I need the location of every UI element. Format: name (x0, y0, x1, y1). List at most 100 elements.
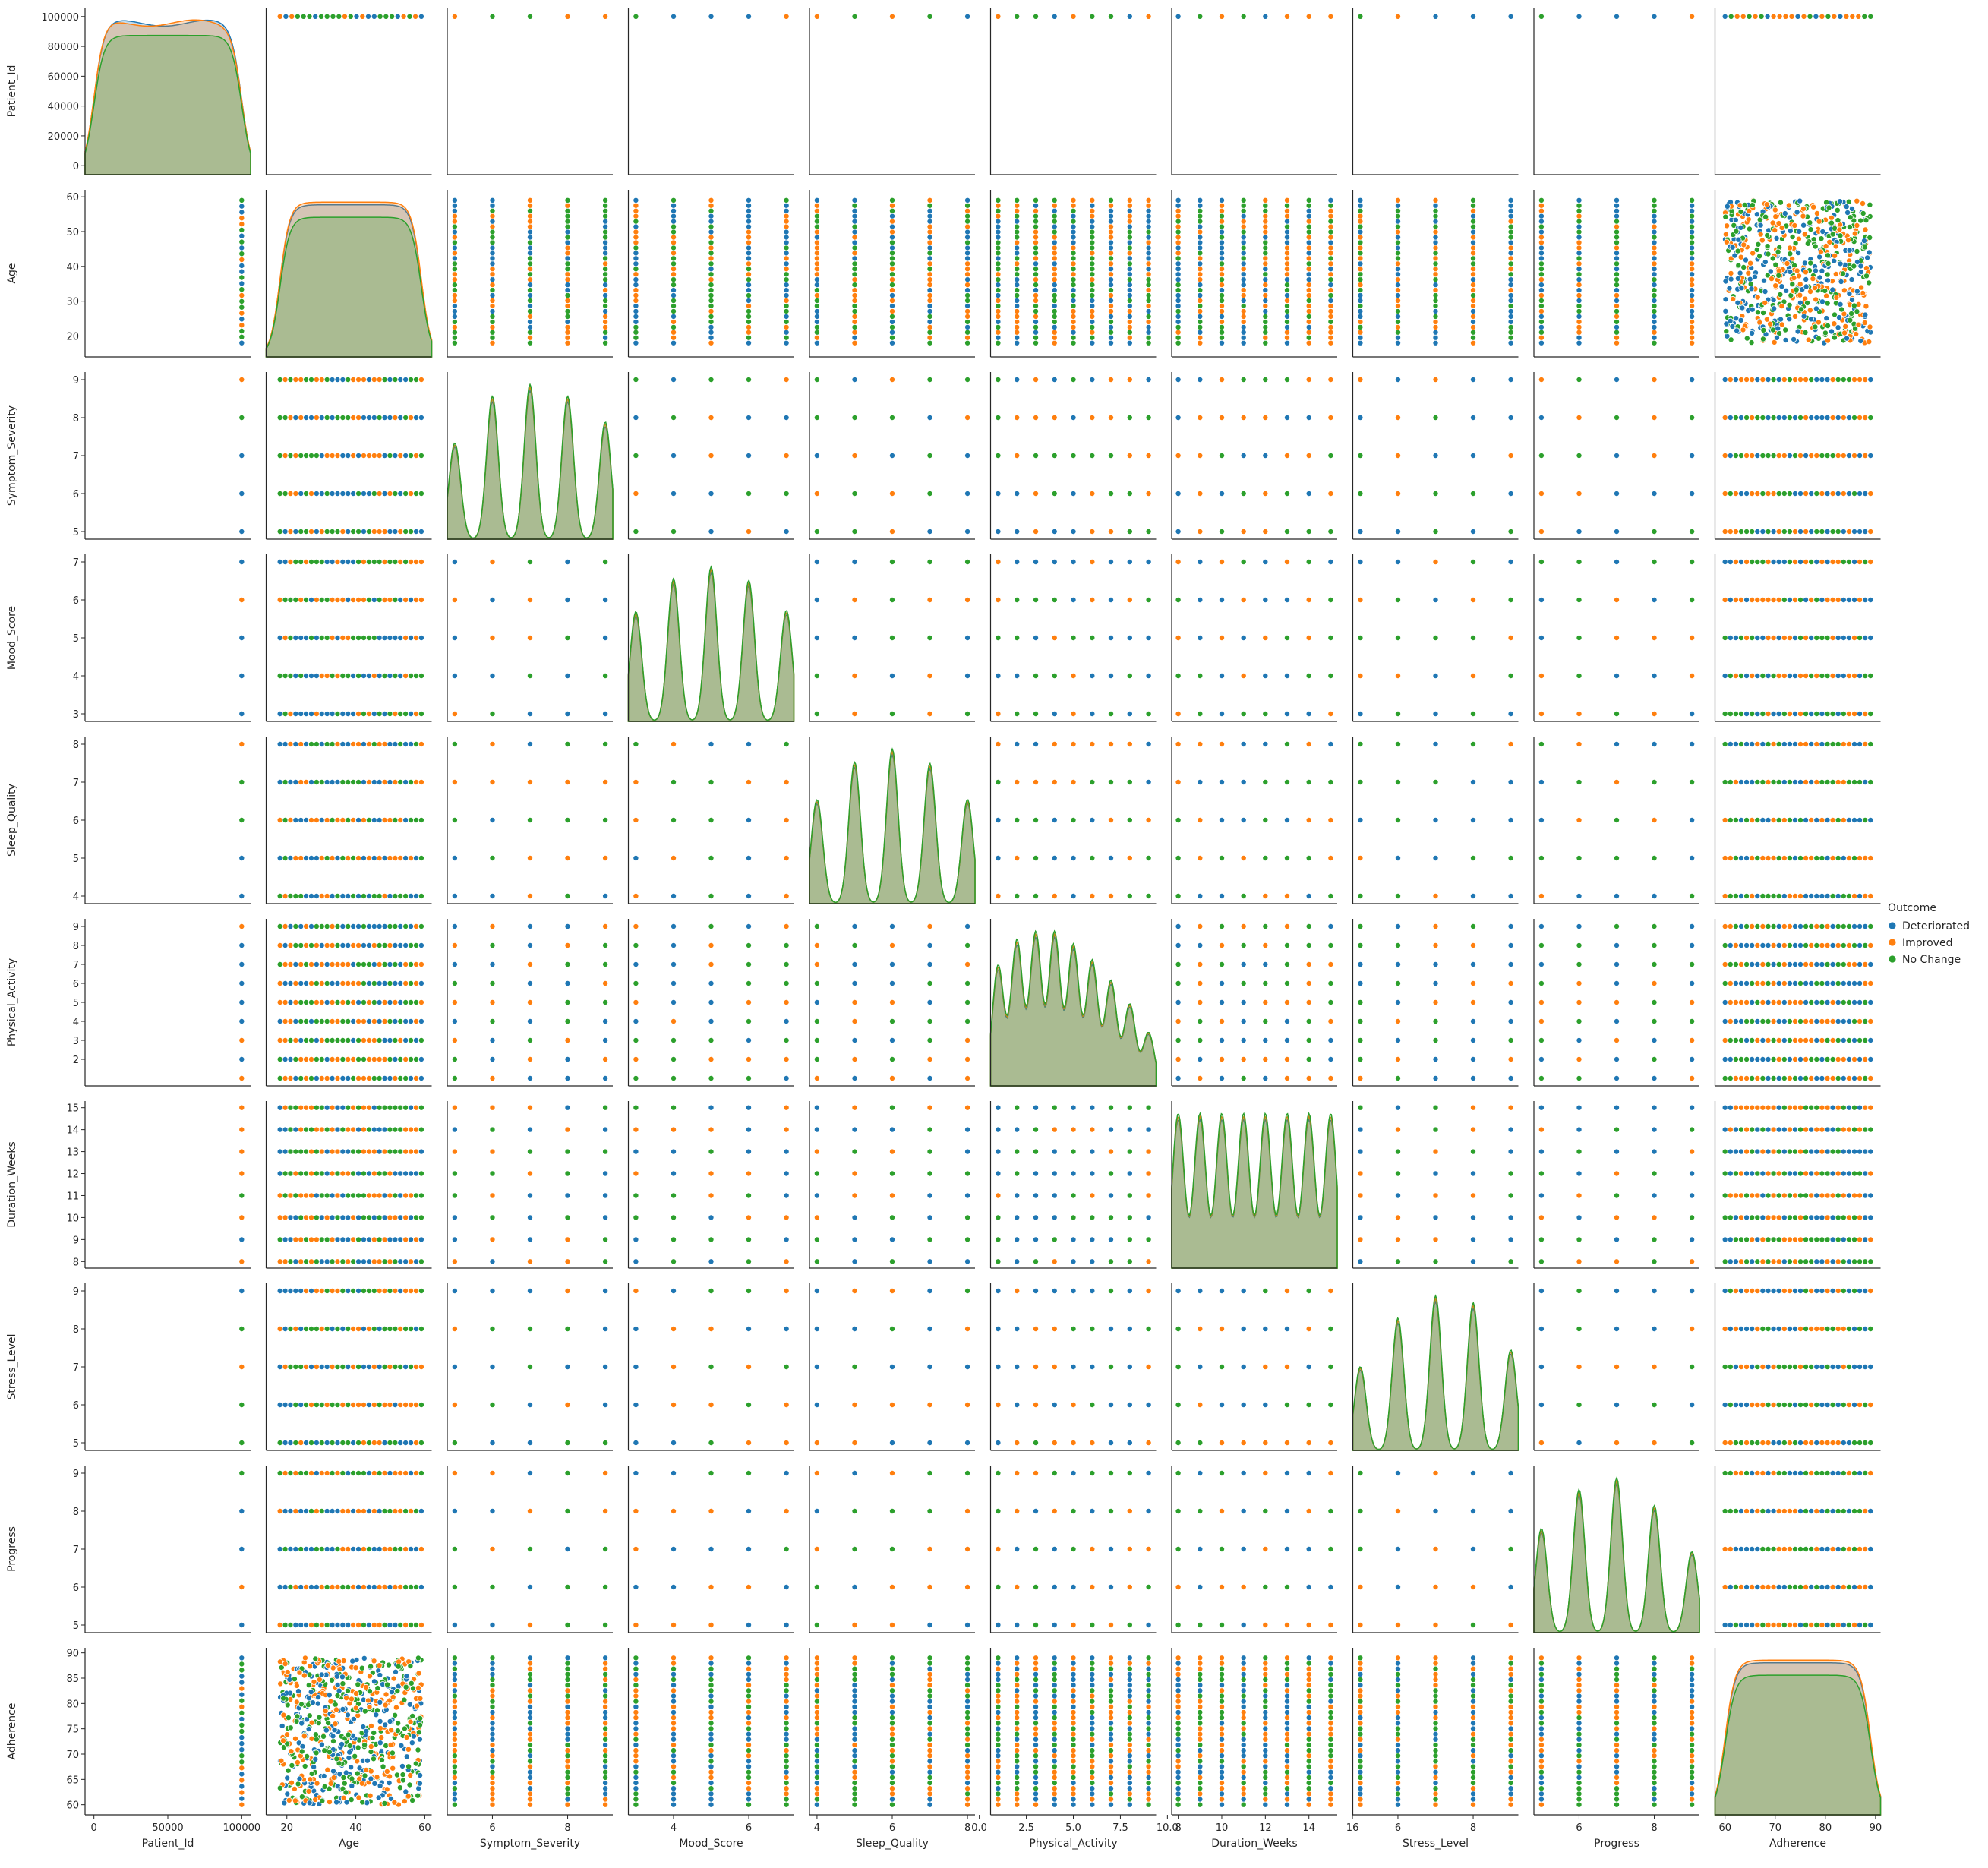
point-improved (1796, 236, 1801, 241)
point-improved (330, 961, 335, 967)
point-deteriorated (1146, 213, 1151, 219)
point-deteriorated (1690, 288, 1695, 293)
point-no-change (746, 1237, 751, 1242)
point-no-change (965, 292, 970, 298)
point-improved (1750, 415, 1755, 420)
point-improved (1576, 741, 1582, 746)
point-improved (1090, 597, 1095, 602)
panel-Age-vs-Stress_Level (1353, 190, 1519, 357)
point-improved (1263, 229, 1268, 235)
point-no-change (1175, 340, 1181, 346)
point-no-change (304, 1037, 309, 1043)
point-no-change (1033, 855, 1038, 860)
point-deteriorated (1868, 817, 1873, 822)
point-no-change (1052, 1237, 1057, 1242)
point-deteriorated (1766, 377, 1771, 382)
point-deteriorated (852, 213, 857, 219)
point-improved (1846, 855, 1851, 860)
point-improved (340, 961, 346, 967)
point-deteriorated (1071, 1237, 1076, 1242)
kde-no-change (1172, 1113, 1337, 1268)
point-no-change (346, 923, 351, 929)
point-no-change (409, 453, 414, 458)
point-improved (965, 597, 970, 602)
point-deteriorated (965, 491, 970, 496)
point-improved (371, 1259, 377, 1264)
point-no-change (1851, 779, 1857, 784)
point-deteriorated (1858, 270, 1863, 275)
panel-Mood_Score-vs-Age (267, 554, 432, 721)
point-no-change (1576, 203, 1582, 208)
point-improved (1787, 893, 1792, 898)
point-no-change (307, 14, 312, 19)
y-tick-label: 40 (66, 262, 79, 273)
point-improved (1219, 415, 1224, 420)
point-deteriorated (1797, 923, 1803, 929)
point-improved (1033, 208, 1038, 213)
point-improved (1328, 961, 1333, 967)
point-deteriorated (1508, 203, 1513, 208)
point-deteriorated (239, 233, 245, 238)
point-improved (288, 415, 293, 420)
point-deteriorated (1867, 250, 1872, 255)
point-deteriorated (1738, 1018, 1743, 1024)
point-improved (1835, 559, 1841, 564)
point-deteriorated (1219, 1037, 1224, 1043)
point-deteriorated (1744, 1037, 1750, 1043)
point-improved (1358, 282, 1363, 288)
point-deteriorated (1175, 292, 1181, 298)
point-no-change (1808, 227, 1813, 232)
point-no-change (490, 1018, 495, 1024)
point-no-change (1738, 741, 1743, 746)
point-deteriorated (1071, 529, 1076, 534)
point-no-change (1433, 251, 1438, 256)
y-axis-label: Duration_Weeks (6, 1141, 18, 1227)
point-deteriorated (1284, 219, 1289, 224)
point-deteriorated (1015, 303, 1020, 308)
point-no-change (1803, 330, 1808, 335)
point-no-change (1033, 219, 1038, 224)
point-no-change (413, 1056, 418, 1062)
point-no-change (1857, 1037, 1863, 1043)
point-improved (452, 277, 457, 282)
point-deteriorated (1306, 893, 1311, 898)
point-deteriorated (965, 277, 970, 282)
point-improved (927, 277, 932, 282)
point-deteriorated (413, 1037, 418, 1043)
point-deteriorated (965, 1149, 970, 1154)
point-deteriorated (1538, 314, 1544, 319)
point-deteriorated (527, 324, 532, 330)
point-no-change (1690, 961, 1695, 967)
point-deteriorated (965, 229, 970, 235)
point-no-change (996, 324, 1001, 330)
point-no-change (1814, 942, 1819, 948)
point-deteriorated (1728, 741, 1733, 746)
point-no-change (814, 1056, 819, 1062)
point-deteriorated (746, 256, 751, 261)
point-deteriorated (366, 673, 371, 678)
point-improved (1538, 711, 1544, 716)
point-no-change (603, 330, 608, 335)
point-deteriorated (382, 1215, 387, 1220)
point-improved (335, 741, 340, 746)
point-deteriorated (288, 999, 293, 1005)
y-axis-label: Physical_Activity (6, 958, 18, 1046)
point-deteriorated (1241, 961, 1246, 967)
point-improved (1845, 238, 1851, 243)
point-improved (1033, 529, 1038, 534)
point-improved (1306, 980, 1311, 986)
point-no-change (298, 893, 304, 898)
point-improved (1033, 235, 1038, 240)
point-no-change (565, 817, 570, 822)
point-no-change (1052, 292, 1057, 298)
point-no-change (565, 292, 570, 298)
point-improved (1728, 270, 1734, 276)
point-deteriorated (387, 779, 393, 784)
y-tick-label: 13 (66, 1147, 79, 1159)
point-no-change (1033, 213, 1038, 219)
point-no-change (1771, 415, 1776, 420)
point-no-change (1807, 220, 1813, 226)
point-improved (1728, 1018, 1733, 1024)
point-improved (1863, 961, 1868, 967)
